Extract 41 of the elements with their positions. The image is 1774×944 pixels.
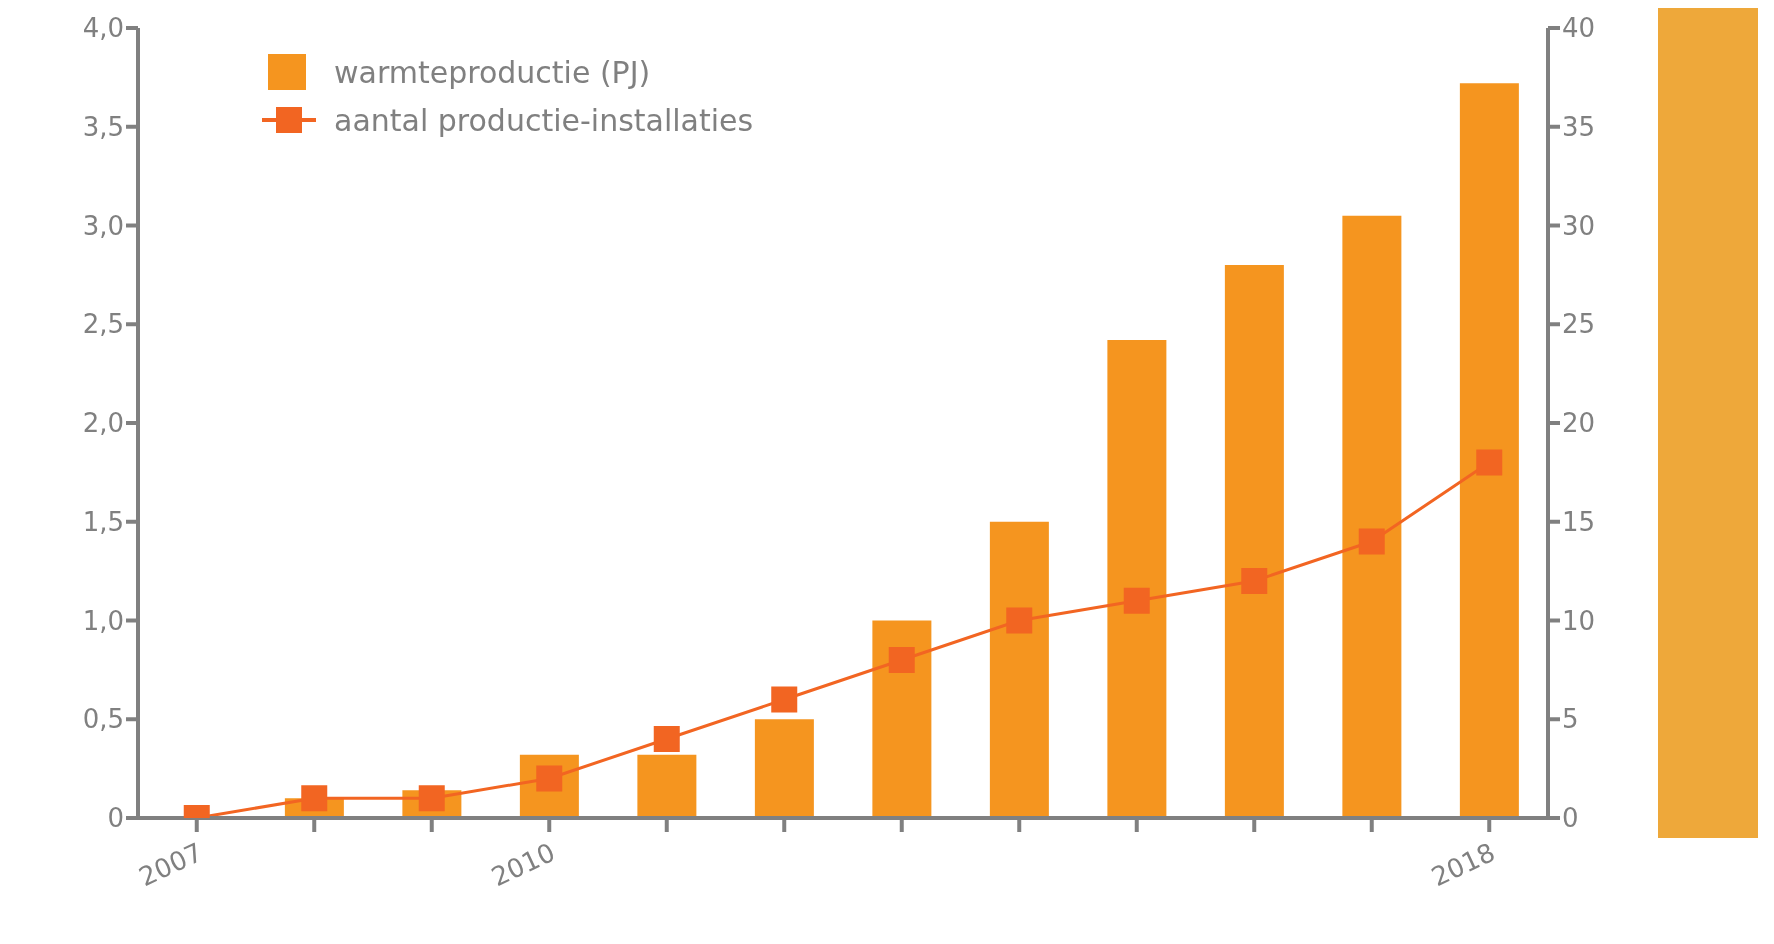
y-tick-label: 2,5 [82, 309, 124, 340]
y2-tick-label: 10 [1562, 605, 1596, 636]
y2-tick-label: 5 [1562, 704, 1579, 735]
x-tick-label: 2007 [134, 836, 208, 893]
y2-tick-label: 15 [1562, 506, 1596, 537]
point [418, 785, 445, 812]
bar [1224, 265, 1284, 818]
y-tick-label: 1,5 [82, 506, 124, 537]
y-tick-label: 0,5 [82, 704, 124, 735]
point [653, 726, 680, 752]
y-tick-label: 0 [107, 803, 124, 834]
point [1476, 449, 1503, 476]
bar [1459, 83, 1519, 818]
point [1123, 587, 1150, 614]
y2-tick-label: 25 [1562, 309, 1596, 340]
x-tick-label: 2010 [486, 836, 560, 893]
y-tick-label: 4,0 [82, 13, 124, 44]
bar [872, 620, 932, 818]
y2-tick-label: 40 [1562, 13, 1596, 44]
bar [1342, 215, 1402, 818]
legend-label: aantal productie-installaties [334, 102, 754, 138]
point [771, 686, 798, 713]
y-tick-label: 2,0 [82, 408, 124, 439]
point [1358, 528, 1385, 555]
y-tick-label: 3,0 [82, 210, 124, 241]
x-tick-label: 2018 [1426, 836, 1500, 893]
point [1006, 607, 1033, 634]
legend-label: warmteproductie (PJ) [334, 54, 651, 90]
bar [637, 754, 697, 818]
point [888, 647, 915, 673]
y2-tick-label: 35 [1562, 111, 1596, 142]
point [1241, 568, 1268, 594]
bar [754, 719, 814, 818]
bar [1107, 340, 1167, 818]
y2-tick-label: 20 [1562, 408, 1596, 439]
y-tick-label: 3,5 [82, 111, 124, 142]
y2-tick-label: 0 [1562, 803, 1579, 834]
point [301, 785, 328, 812]
y-tick-label: 1,0 [82, 605, 124, 636]
bar [989, 521, 1049, 818]
y2-tick-label: 30 [1562, 210, 1596, 241]
